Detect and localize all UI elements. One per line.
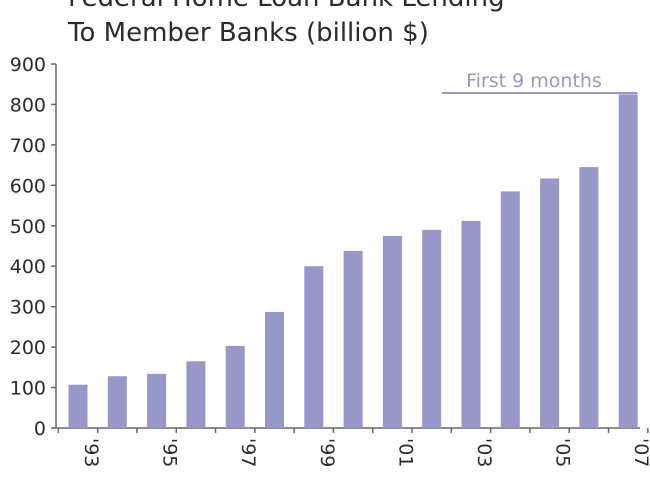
bar-1997 (225, 345, 245, 428)
bar-1994 (107, 376, 127, 428)
bar-1998 (265, 311, 284, 428)
y-tick-label: 300 (10, 297, 46, 319)
bar-2000 (343, 250, 363, 428)
x-tick-label: '07 (630, 438, 650, 467)
y-tick-label: 800 (10, 94, 46, 116)
y-tick-label: 600 (10, 175, 46, 197)
chart-title-line-2: To Member Banks (billion $) (67, 18, 429, 48)
bar-1995 (147, 373, 167, 428)
bar-2005 (540, 178, 560, 428)
bar-1996 (186, 361, 206, 428)
x-tick-label: '97 (237, 438, 259, 467)
bar-series (68, 94, 638, 428)
y-tick-label: 100 (10, 378, 46, 400)
y-tick-label: 400 (10, 256, 46, 278)
y-tick-label: 0 (34, 418, 46, 440)
bar-2001 (382, 235, 402, 428)
y-tick-label: 700 (10, 135, 46, 157)
bar-1993 (68, 384, 88, 428)
chart-title-line-1: Federal Home Loan Bank Lending (68, 0, 505, 13)
y-tick-label: 900 (10, 54, 46, 76)
bar-1999 (304, 266, 324, 428)
bar-2003 (461, 220, 481, 428)
y-tick-label: 500 (10, 216, 46, 238)
annotation: First 9 months (442, 70, 638, 94)
bar-2004 (500, 191, 520, 428)
x-tick-label: '95 (159, 438, 181, 467)
annotation-label: First 9 months (466, 70, 602, 92)
x-tick-label: '05 (552, 438, 574, 467)
y-axis-ticks: 0 100 200 300 400 500 600 700 800 900 (10, 54, 56, 440)
bar-2006 (579, 167, 599, 428)
x-axis-ticks: '93 '95 '97 '99 '01 '03 '05 '07 (57, 428, 650, 467)
x-tick-label: '03 (473, 438, 495, 467)
bar-2007 (618, 94, 638, 428)
y-tick-label: 200 (10, 337, 46, 359)
bar-2002 (422, 229, 442, 428)
x-tick-label: '99 (316, 438, 338, 467)
x-tick-label: '93 (80, 438, 102, 467)
chart-title: Federal Home Loan Bank Lending To Member… (67, 0, 505, 48)
x-tick-label: '01 (394, 438, 416, 467)
